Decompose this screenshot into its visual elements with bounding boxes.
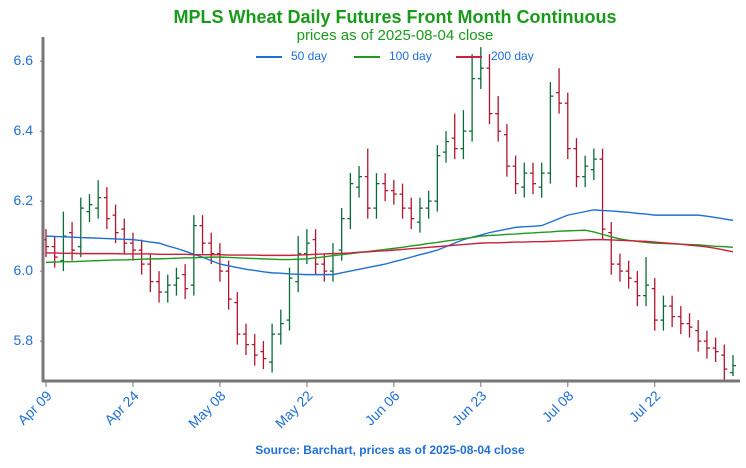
y-tick-label: 6.0 <box>14 262 34 278</box>
plot-area <box>43 47 736 380</box>
legend-label: 200 day <box>491 49 534 63</box>
y-tick-label: 5.8 <box>14 332 34 348</box>
x-tick-label: Jul 08 <box>539 387 577 425</box>
y-tick-label: 6.4 <box>14 122 34 138</box>
source-note: Source: Barchart, prices as of 2025-08-0… <box>255 443 525 457</box>
x-tick-label: Jun 06 <box>362 387 403 428</box>
ma-line <box>45 229 734 264</box>
legend-label: 50 day <box>291 49 327 63</box>
y-tick-label: 6.2 <box>14 192 34 208</box>
x-tick-label: Jun 23 <box>449 387 490 428</box>
chart-title: MPLS Wheat Daily Futures Front Month Con… <box>174 7 617 27</box>
ma-line <box>46 238 734 257</box>
x-tick-label: May 22 <box>272 387 316 431</box>
chart-subtitle: prices as of 2025-08-04 close <box>297 27 494 44</box>
x-tick-label: Jul 22 <box>626 387 664 425</box>
legend-label: 100 day <box>389 49 432 63</box>
x-tick-label: Apr 09 <box>14 387 55 428</box>
ma-line <box>45 209 734 276</box>
y-tick-label: 6.6 <box>14 52 34 68</box>
x-tick-label: May 08 <box>185 387 229 431</box>
x-tick-label: Apr 24 <box>101 387 142 428</box>
